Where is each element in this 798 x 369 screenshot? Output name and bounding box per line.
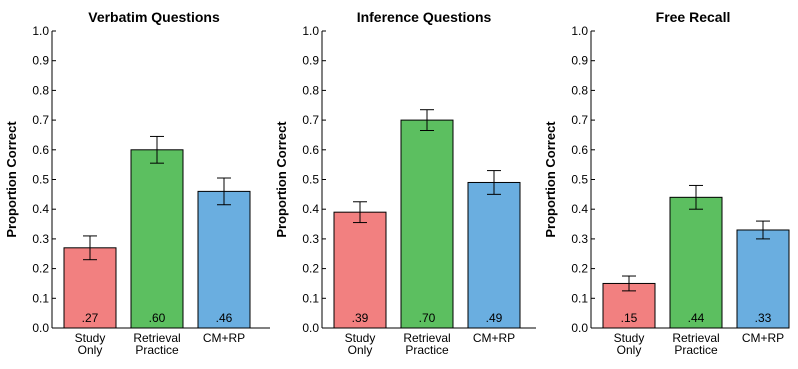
bar-2-3	[467, 181, 521, 329]
y-tick-label: 0.2	[32, 262, 49, 276]
category-label: Only	[78, 343, 103, 357]
y-tick-label: 0.9	[571, 54, 588, 68]
y-tick-label: 0.6	[302, 143, 319, 157]
y-tick-label: 0.9	[32, 54, 49, 68]
bar-1-1	[63, 247, 117, 329]
y-tick-label: 0.5	[571, 173, 588, 187]
category-label: Practice	[405, 343, 449, 357]
bar-data-label: .49	[486, 311, 503, 325]
y-tick-label: 0.1	[32, 291, 49, 305]
y-tick-label: 0.6	[32, 143, 49, 157]
bar-1-3	[197, 190, 251, 329]
y-tick-label: 0.1	[571, 291, 588, 305]
chart-title-2: Inference Questions	[357, 9, 492, 25]
y-tick-label: 0.4	[571, 202, 588, 216]
bar-2-2	[400, 119, 454, 329]
bar-data-label: .39	[352, 311, 369, 325]
y-tick-label: 0.8	[32, 83, 49, 97]
category-label: Study	[614, 331, 645, 345]
category-label: Retrieval	[672, 331, 719, 345]
bar-2-1	[333, 211, 387, 329]
y-tick-label: 0.7	[571, 113, 588, 127]
y-tick-label: 0.8	[571, 83, 588, 97]
chart-title-3: Free Recall	[656, 9, 731, 25]
bar-data-label: .46	[216, 311, 233, 325]
category-label: Only	[617, 343, 642, 357]
bar-data-label: .27	[82, 311, 99, 325]
y-tick-label: 0.2	[302, 262, 319, 276]
y-tick-label: 0.0	[32, 321, 49, 335]
bar-1-2	[130, 149, 184, 329]
bar-data-label: .70	[419, 311, 436, 325]
y-tick-label: 0.2	[571, 262, 588, 276]
y-axis-label-2: Proportion Correct	[274, 121, 289, 238]
y-tick-label: 0.8	[302, 83, 319, 97]
bar-data-label: .44	[688, 311, 705, 325]
y-tick-label: 0.1	[302, 291, 319, 305]
category-label: CM+RP	[742, 331, 784, 345]
category-label: CM+RP	[473, 331, 515, 345]
y-tick-label: 0.3	[32, 232, 49, 246]
category-label: Practice	[674, 343, 718, 357]
category-label: Retrieval	[133, 331, 180, 345]
y-axis-label-1: Proportion Correct	[4, 121, 19, 238]
y-tick-label: 0.7	[32, 113, 49, 127]
bar-data-label: .60	[149, 311, 166, 325]
y-tick-label: 0.5	[302, 173, 319, 187]
y-tick-label: 1.0	[571, 24, 588, 38]
bar-3-2	[669, 196, 723, 329]
category-label: CM+RP	[203, 331, 245, 345]
y-tick-label: 0.7	[302, 113, 319, 127]
category-label: Study	[75, 331, 106, 345]
y-tick-label: 0.6	[571, 143, 588, 157]
y-tick-label: 1.0	[302, 24, 319, 38]
bar-3-3	[736, 229, 790, 329]
bar-data-label: .15	[621, 311, 638, 325]
category-label: Study	[345, 331, 376, 345]
y-tick-label: 0.5	[32, 173, 49, 187]
y-tick-label: 0.3	[571, 232, 588, 246]
y-tick-label: 0.4	[302, 202, 319, 216]
bar-data-label: .33	[755, 311, 772, 325]
chart-title-1: Verbatim Questions	[88, 9, 220, 25]
category-label: Practice	[135, 343, 179, 357]
y-tick-label: 0.3	[302, 232, 319, 246]
y-axis-label-3: Proportion Correct	[543, 121, 558, 238]
y-tick-label: 0.0	[571, 321, 588, 335]
y-tick-label: 0.4	[32, 202, 49, 216]
y-tick-label: 0.0	[302, 321, 319, 335]
category-label: Retrieval	[403, 331, 450, 345]
category-label: Only	[348, 343, 373, 357]
y-tick-label: 0.9	[302, 54, 319, 68]
y-tick-label: 1.0	[32, 24, 49, 38]
